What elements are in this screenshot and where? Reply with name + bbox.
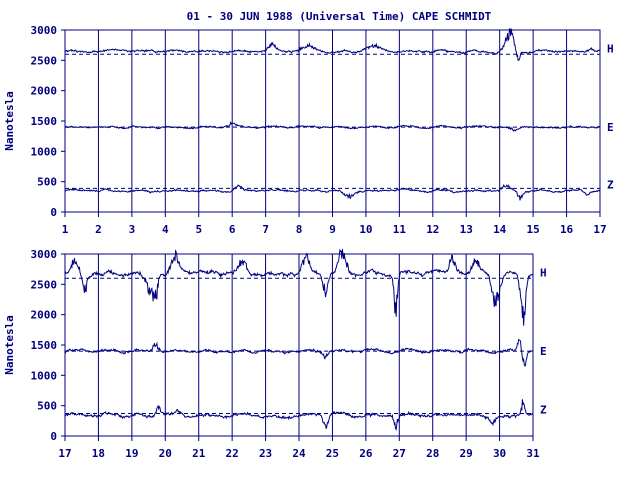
x-tick-label: 5 xyxy=(195,223,202,236)
series-label-e: E xyxy=(540,345,547,358)
panel-2: 17 18 19 20 21 22 23 24 25 26 27 28 29 30 31 0 500 1000 15… xyxy=(3,248,547,460)
chart-title: 01 - 30 JUN 1988 (Universal Time) CAPE S… xyxy=(187,10,492,23)
y-tick-label: 500 xyxy=(37,400,57,413)
y-axis-label: Nanotesla xyxy=(3,91,16,151)
x-tick-label: 14 xyxy=(493,223,507,236)
y-tick-label: 500 xyxy=(37,176,57,189)
x-tick-label: 11 xyxy=(393,223,407,236)
x-tick-label: 22 xyxy=(226,447,239,460)
y-tick-label: 3000 xyxy=(31,248,58,261)
x-tick-label: 25 xyxy=(326,447,339,460)
y-tick-label: 2000 xyxy=(31,309,58,322)
series-line-z xyxy=(64,183,601,201)
series-line-h xyxy=(64,28,601,62)
x-tick-label: 4 xyxy=(162,223,169,236)
x-tick-label: 9 xyxy=(329,223,336,236)
y-tick-label: 0 xyxy=(50,430,57,443)
series-line-z xyxy=(64,399,534,431)
y-tick-label: 1000 xyxy=(31,145,58,158)
series-line-e xyxy=(64,121,601,132)
x-tick-label: 6 xyxy=(229,223,236,236)
x-tick-label: 2 xyxy=(95,223,102,236)
y-tick-label: 2000 xyxy=(31,85,58,98)
series-label-h: H xyxy=(540,266,547,279)
x-tick-label: 19 xyxy=(125,447,138,460)
x-tick-label: 21 xyxy=(192,447,206,460)
x-tick-label: 31 xyxy=(526,447,540,460)
x-tick-label: 30 xyxy=(493,447,506,460)
y-tick-label: 3000 xyxy=(31,24,58,37)
x-tick-label: 15 xyxy=(527,223,540,236)
panel-1: 1 2 3 4 5 6 7 8 9 10 11 12 13 14 15 16 17050010001500200… xyxy=(3,24,614,236)
x-tick-label: 23 xyxy=(259,447,272,460)
x-tick-label: 3 xyxy=(129,223,136,236)
y-tick-label: 2500 xyxy=(31,278,58,291)
y-tick-label: 1500 xyxy=(31,339,58,352)
x-tick-label: 24 xyxy=(292,447,306,460)
series-line-e xyxy=(64,338,534,367)
x-tick-label: 27 xyxy=(393,447,406,460)
x-tick-label: 16 xyxy=(560,223,574,236)
series-label-h: H xyxy=(607,42,614,55)
y-tick-label: 1000 xyxy=(31,369,58,382)
y-tick-label: 1500 xyxy=(31,115,58,128)
x-tick-label: 20 xyxy=(159,447,172,460)
y-tick-label: 0 xyxy=(50,206,57,219)
x-tick-label: 18 xyxy=(92,447,105,460)
series-line-h xyxy=(64,248,534,326)
x-tick-label: 8 xyxy=(296,223,303,236)
series-label-z: Z xyxy=(607,178,614,191)
y-tick-label: 2500 xyxy=(31,54,58,67)
x-tick-label: 28 xyxy=(426,447,439,460)
series-label-z: Z xyxy=(540,404,547,417)
y-axis-label: Nanotesla xyxy=(3,315,16,375)
x-tick-label: 17 xyxy=(593,223,606,236)
x-tick-label: 26 xyxy=(359,447,373,460)
x-tick-label: 17 xyxy=(58,447,71,460)
series-label-e: E xyxy=(607,121,614,134)
x-tick-label: 1 xyxy=(62,223,69,236)
x-tick-label: 13 xyxy=(460,223,473,236)
x-tick-label: 10 xyxy=(359,223,372,236)
x-tick-label: 29 xyxy=(460,447,473,460)
x-tick-label: 7 xyxy=(262,223,269,236)
x-tick-label: 12 xyxy=(426,223,439,236)
